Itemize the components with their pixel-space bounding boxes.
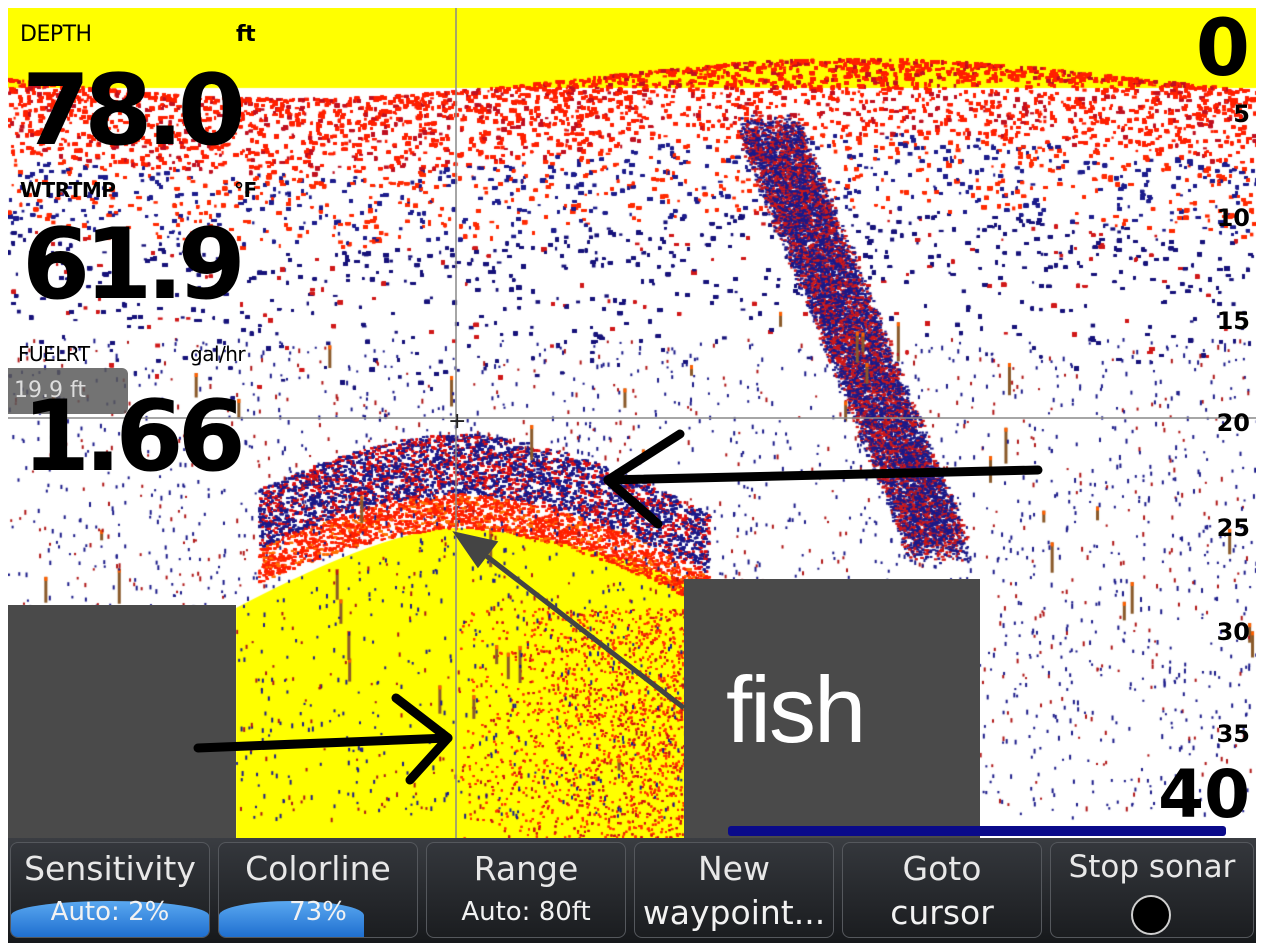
history-scrollbar[interactable] (728, 826, 1226, 836)
sensitivity-level-fill (11, 901, 209, 937)
colorline-title: Colorline (245, 849, 391, 888)
softkey-bar: Sensitivity Auto: 2% Colorline 73% Range… (8, 838, 1256, 943)
colorline-value: 73% (289, 897, 347, 927)
goto-cursor-title: Goto (902, 849, 982, 888)
depth-scale-tick: 30 (1216, 618, 1250, 646)
depth-scale-bottom: 40 (1158, 756, 1250, 833)
sensitivity-button[interactable]: Sensitivity Auto: 2% (10, 842, 210, 938)
stop-sonar-title: Stop sonar (1068, 849, 1236, 885)
sensitivity-title: Sensitivity (24, 849, 196, 888)
colorline-button[interactable]: Colorline 73% (218, 842, 418, 938)
water-temp-unit: °F (234, 178, 257, 202)
fish-annotation-label: fish (726, 657, 866, 762)
depth-scale-tick: 10 (1216, 204, 1250, 232)
depth-value: 78.0 (22, 54, 246, 168)
new-waypoint-title: New (698, 849, 770, 888)
fuel-rate-label: FUELRT (18, 342, 90, 366)
range-title: Range (473, 849, 579, 888)
arrow-fish-arch (193, 693, 453, 785)
stop-sonar-indicator (1131, 895, 1171, 935)
goto-cursor-button[interactable]: Goto cursor (842, 842, 1042, 938)
depth-unit: ft (236, 22, 256, 47)
water-temp-label: WTRTMP (20, 178, 116, 202)
svg-text:+: + (448, 409, 466, 434)
colorline-level-fill (219, 901, 364, 937)
range-button[interactable]: Range Auto: 80ft (426, 842, 626, 938)
new-waypoint-value: waypoint... (642, 893, 826, 932)
water-temp-value: 61.9 (22, 208, 246, 322)
cursor-crosshair: + (8, 8, 1256, 838)
depth-scale-top: 0 (1195, 8, 1250, 94)
arrow-bottom-contour (603, 429, 1043, 529)
goto-cursor-value: cursor (890, 893, 994, 932)
annotation-arrows (193, 429, 1043, 785)
depth-label: DEPTH (20, 22, 92, 47)
fuel-rate-value: 1.66 (22, 380, 246, 494)
depth-scale-tick: 15 (1216, 307, 1250, 335)
depth-scale-tick: 25 (1216, 514, 1250, 542)
depth-scale-tick: 20 (1216, 409, 1250, 437)
range-value: Auto: 80ft (461, 897, 591, 927)
sonar-screen[interactable]: + fish DEPTH ft 78.0 WTRTMP °F 61.9 FUEL… (8, 8, 1256, 838)
new-waypoint-button[interactable]: New waypoint... (634, 842, 834, 938)
annotation-box-fish (684, 579, 980, 838)
fuel-rate-unit: gal/hr (190, 342, 246, 366)
stop-sonar-button[interactable]: Stop sonar (1050, 842, 1254, 938)
annotation-box-left (8, 605, 236, 838)
arrow-fish-pointer (452, 531, 686, 710)
sensitivity-value: Auto: 2% (50, 897, 170, 927)
depth-scale-tick: 35 (1216, 720, 1250, 748)
depth-scale-tick: 5 (1233, 100, 1250, 128)
cursor-depth-readout: 19.9 ft (8, 368, 128, 414)
